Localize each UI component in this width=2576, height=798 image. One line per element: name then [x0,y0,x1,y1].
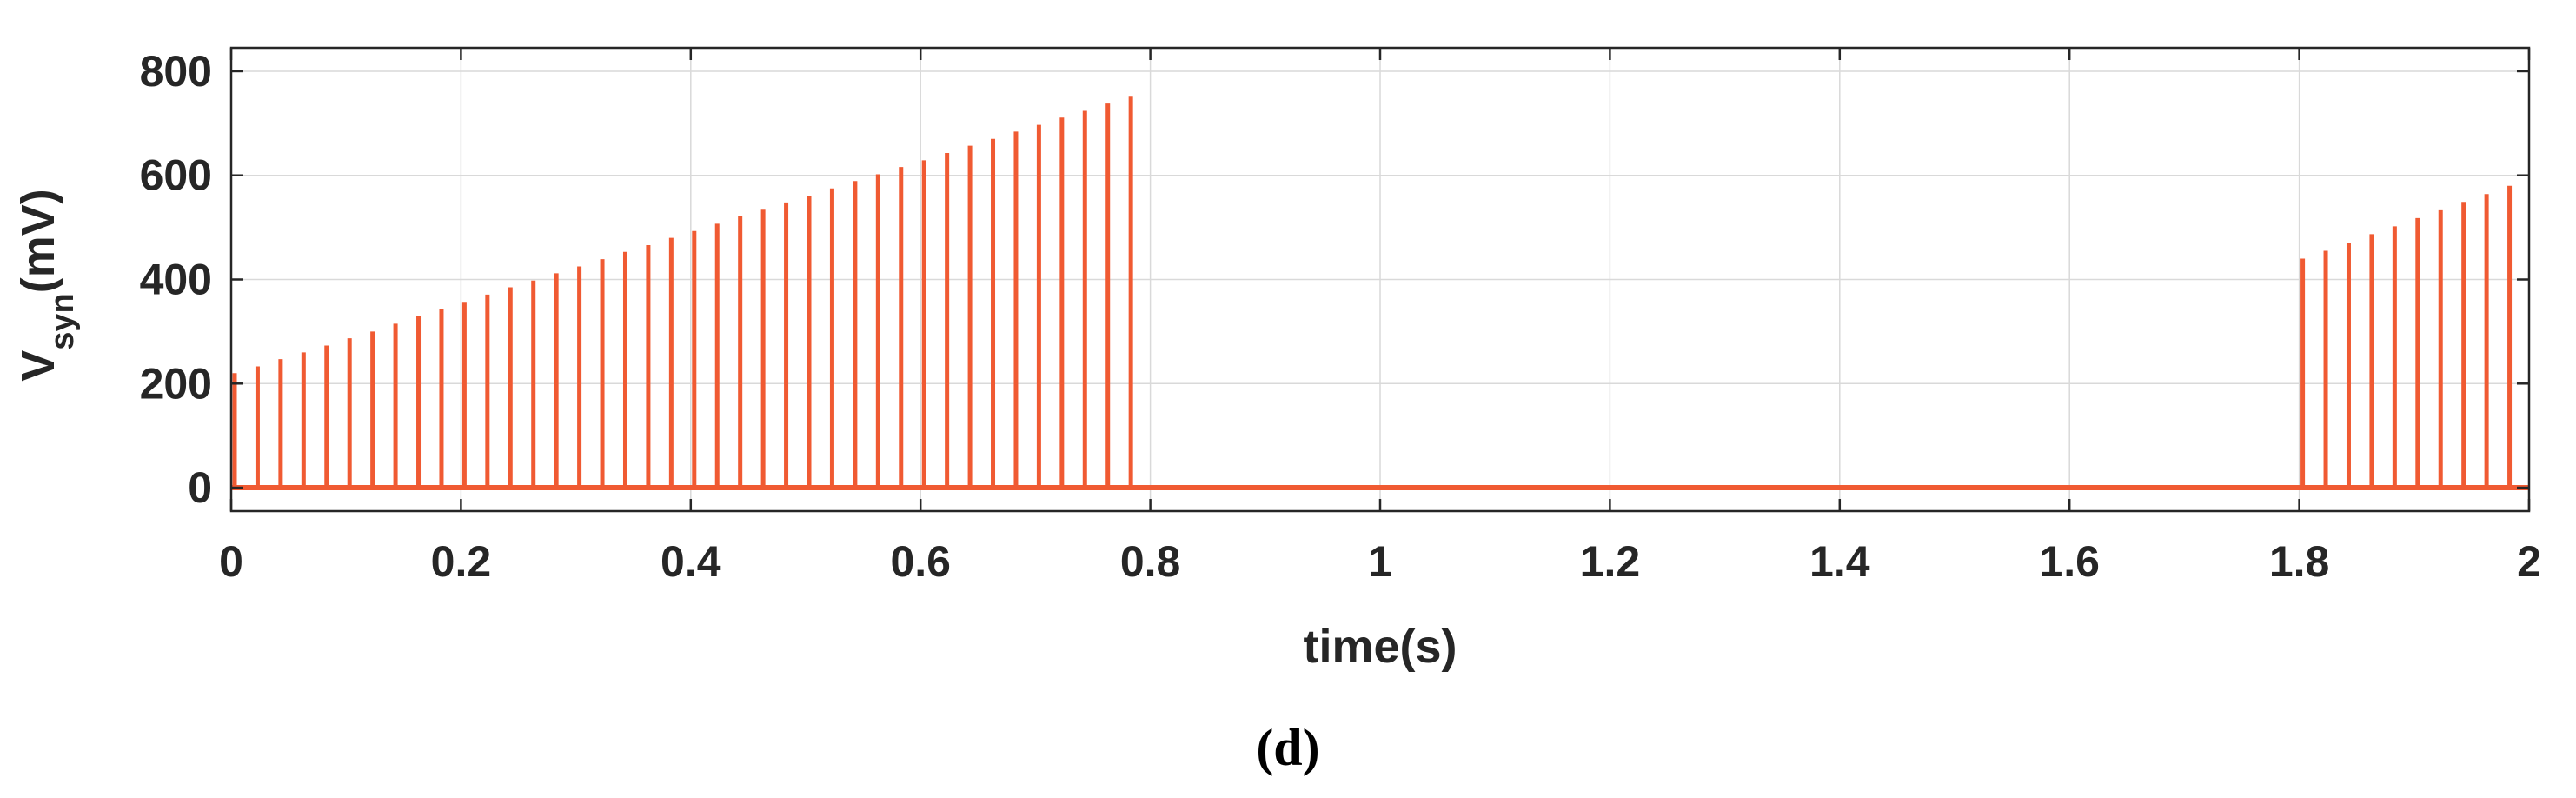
y-tick-label: 600 [140,151,212,200]
x-tick-label: 1.4 [1809,537,1870,586]
y-axis-label: Vsyn(mV) [12,189,81,382]
x-tick-label: 1.6 [2039,537,2100,586]
x-tick-label: 1.2 [1580,537,1641,586]
axis-ticks [229,48,2531,511]
grid-lines [231,48,2529,511]
y-tick-label: 800 [140,47,212,96]
y-axis-label-subscript: syn [44,293,81,349]
y-tick-label: 200 [140,359,212,408]
y-tick-labels: 0 200 400 600 800 [140,47,212,512]
x-tick-labels: 0 0.2 0.4 0.6 0.8 1 1.2 1.4 1.6 1.8 2 [219,537,2541,586]
x-tick-label: 0.4 [661,537,721,586]
panel-label: (d) [1256,719,1319,776]
y-axis-label-suffix: (mV) [12,189,64,293]
x-tick-label: 0.8 [1120,537,1181,586]
x-tick-label: 2 [2517,537,2541,586]
x-tick-label: 0 [219,537,243,586]
data-series [231,96,2529,491]
y-axis-label-main: V [12,350,64,382]
y-tick-label: 400 [140,256,212,304]
x-axis-label: time(s) [1303,621,1457,673]
y-tick-label: 0 [188,463,212,512]
x-tick-label: 0.6 [890,537,951,586]
x-tick-label: 0.2 [431,537,492,586]
x-tick-label: 1 [1368,537,1392,586]
x-tick-label: 1.8 [2269,537,2330,586]
